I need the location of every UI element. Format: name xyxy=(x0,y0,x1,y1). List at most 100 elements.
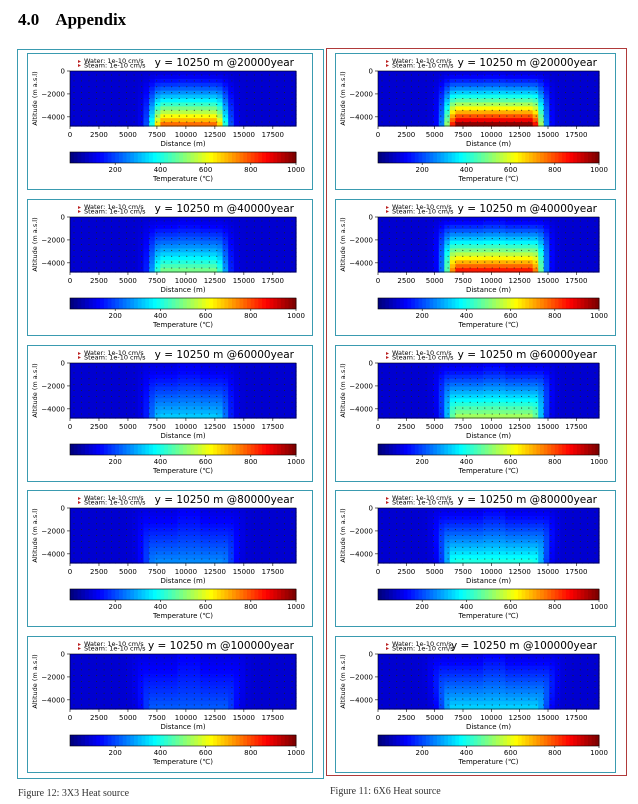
colorbar-segment xyxy=(247,152,252,163)
colorbar-segment xyxy=(156,298,161,309)
heatmap-cell xyxy=(228,374,235,380)
heatmap-cell xyxy=(273,547,280,552)
heatmap-cell xyxy=(188,527,195,533)
heatmap-cell xyxy=(460,106,468,111)
y-tick-label: −4000 xyxy=(41,696,65,704)
heatmap-cell xyxy=(132,217,139,222)
heatmap-cell xyxy=(211,406,218,411)
flow-vector xyxy=(186,401,188,403)
heatmap-cell xyxy=(216,232,224,238)
flow-vector xyxy=(261,109,263,111)
heatmap-cell xyxy=(132,110,139,115)
heatmap-cell xyxy=(482,122,490,127)
flow-vector xyxy=(186,238,188,240)
heatmap-cell xyxy=(228,390,235,396)
heatmap-cell xyxy=(132,511,139,517)
heatmap-cell xyxy=(422,94,429,100)
heatmap-cell xyxy=(160,366,167,372)
heatmap-cell xyxy=(267,673,274,679)
flow-vector xyxy=(231,255,233,257)
flow-vector xyxy=(111,680,113,683)
flow-vector xyxy=(253,657,255,659)
heatmap-cell xyxy=(433,106,440,111)
heatmap-cell xyxy=(115,559,122,564)
heatmap-cell xyxy=(411,114,418,119)
colorbar-segment xyxy=(194,735,199,746)
heatmap-cell xyxy=(250,244,258,250)
flow-vector xyxy=(238,255,240,257)
heatmap-cell xyxy=(444,94,451,100)
heatmap-cell xyxy=(81,410,88,415)
heatmap-cell xyxy=(211,256,218,261)
heatmap-cell xyxy=(205,256,212,261)
heatmap-cell xyxy=(120,654,128,659)
heatmap-cell xyxy=(86,673,94,679)
heatmap-cell xyxy=(149,106,156,111)
flow-vector xyxy=(261,413,263,415)
heatmap-cell xyxy=(171,398,178,403)
heatmap-cell xyxy=(126,689,133,694)
heatmap-cell xyxy=(205,559,212,564)
flow-vector xyxy=(231,220,233,222)
heatmap-cell xyxy=(86,98,94,104)
y-tick-label: −4000 xyxy=(41,405,65,413)
flow-vector xyxy=(238,663,240,665)
flow-vector xyxy=(126,267,128,269)
heatmap-cell xyxy=(81,657,88,663)
heatmap-cell xyxy=(103,252,111,257)
flow-vector xyxy=(201,698,203,700)
heatmap-cell xyxy=(245,232,252,238)
colorbar-segment xyxy=(231,444,237,455)
heatmap-cell xyxy=(126,363,133,368)
heatmap-cell xyxy=(279,701,286,706)
heatmap-cell xyxy=(199,240,207,246)
section-title: Appendix xyxy=(55,10,127,29)
x-tick-label: 10000 xyxy=(175,423,197,431)
flow-vectors xyxy=(73,74,293,123)
flow-vector xyxy=(291,657,293,659)
heatmap-cell xyxy=(279,78,286,84)
flow-vector xyxy=(193,255,195,257)
flow-vector xyxy=(238,540,240,542)
heatmap-cell xyxy=(199,685,207,690)
heatmap-cell xyxy=(120,228,128,234)
flow-vector xyxy=(223,243,225,246)
heatmap-cell xyxy=(137,697,145,702)
heatmap-cell xyxy=(171,547,178,552)
flow-vector xyxy=(186,407,188,409)
heatmap-cell xyxy=(245,94,252,100)
heatmap-cell xyxy=(222,78,229,84)
heatmap-cell xyxy=(233,363,241,368)
heatmap-cell xyxy=(120,366,128,372)
flow-vector xyxy=(201,384,203,386)
heatmap-cell xyxy=(267,657,274,663)
heatmap-cell xyxy=(183,366,190,372)
heatmap-cell xyxy=(290,228,297,234)
heatmap-cell xyxy=(70,669,77,675)
heatmap-cell xyxy=(154,406,161,411)
flow-vector xyxy=(163,540,165,542)
heatmap-cell xyxy=(279,681,286,687)
colorbar-segment xyxy=(243,589,248,600)
heatmap-cell xyxy=(109,224,116,230)
flow-vector xyxy=(148,220,150,222)
heatmap-cell xyxy=(199,410,207,415)
heatmap-cell xyxy=(273,264,280,269)
heatmap-cell xyxy=(132,547,139,552)
heatmap-cell xyxy=(290,515,297,521)
colorbar-tick-label: 600 xyxy=(199,458,212,466)
flow-vector xyxy=(291,534,293,537)
heatmap-cell xyxy=(284,515,291,521)
heatmap-cell xyxy=(205,519,212,525)
heatmap-cell xyxy=(205,551,212,556)
heatmap-cell xyxy=(194,402,201,407)
heatmap-cell xyxy=(98,406,105,411)
heatmap-cell xyxy=(115,252,122,257)
heatmap-cell xyxy=(378,106,385,111)
heatmap-cell xyxy=(160,508,167,513)
heatmap-cell xyxy=(183,681,190,687)
colorbar-segment xyxy=(292,152,297,163)
heatmap-cell xyxy=(273,681,280,687)
flow-vector xyxy=(246,395,248,397)
heatmap-cell xyxy=(75,224,82,230)
